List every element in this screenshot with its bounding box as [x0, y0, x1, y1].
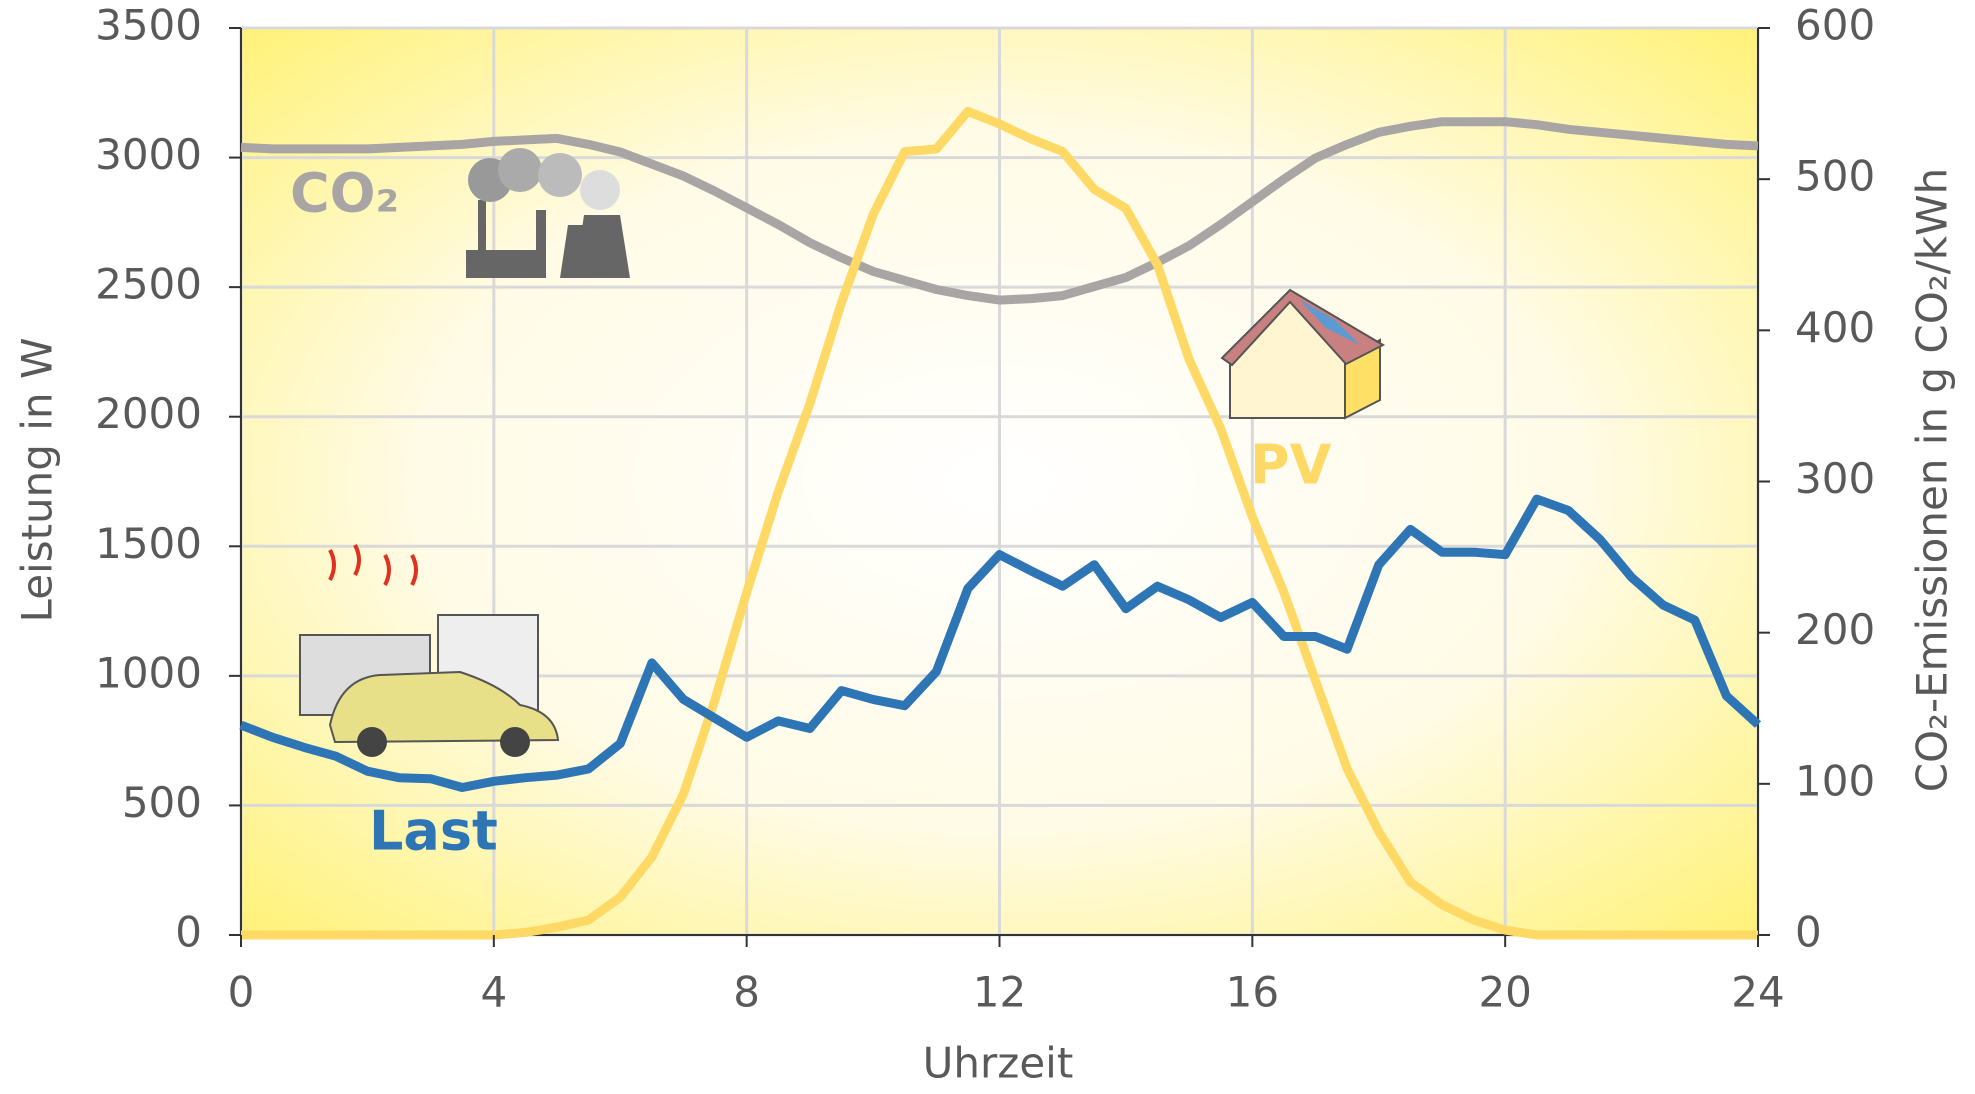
- series-label: Last: [369, 800, 498, 863]
- x-tick-label: 20: [1478, 968, 1531, 1017]
- x-axis-title: Uhrzeit: [923, 1039, 1074, 1088]
- y-tick-label: 2000: [95, 389, 202, 438]
- y2-tick-label: 400: [1795, 303, 1875, 352]
- y-tick-label: 2500: [95, 260, 202, 309]
- series-label: PV: [1250, 434, 1332, 497]
- y-tick-label: 0: [175, 908, 202, 957]
- y-tick-label: 500: [122, 778, 202, 827]
- x-tick-label: 8: [733, 968, 760, 1017]
- y-axis-title: Leistung in W: [13, 338, 62, 623]
- y2-tick-label: 600: [1795, 1, 1875, 50]
- series-line: [240, 117, 1759, 305]
- y2-tick-label: 0: [1795, 908, 1822, 957]
- load-icons: [299, 544, 560, 757]
- y2-tick-label: 200: [1795, 605, 1875, 654]
- house-icon: [1220, 288, 1386, 420]
- series-label: CO₂: [290, 162, 399, 225]
- y-tick-label: 1000: [95, 648, 202, 697]
- x-tick-label: 0: [228, 968, 255, 1017]
- x-tick-label: 12: [973, 968, 1026, 1017]
- factory-icon: [466, 148, 630, 278]
- y2-axis-title: CO₂-Emissionen in g CO₂/kWh: [1908, 168, 1957, 793]
- y-tick-label: 1500: [95, 519, 202, 568]
- y-tick-label: 3000: [95, 130, 202, 179]
- x-tick-label: 24: [1731, 968, 1784, 1017]
- y2-tick-label: 100: [1795, 756, 1875, 805]
- x-tick-label: 16: [1226, 968, 1279, 1017]
- series-line: [239, 494, 1762, 792]
- y2-tick-label: 300: [1795, 454, 1875, 503]
- x-tick-label: 4: [480, 968, 507, 1017]
- y2-tick-label: 500: [1795, 152, 1875, 201]
- y-tick-label: 3500: [95, 1, 202, 50]
